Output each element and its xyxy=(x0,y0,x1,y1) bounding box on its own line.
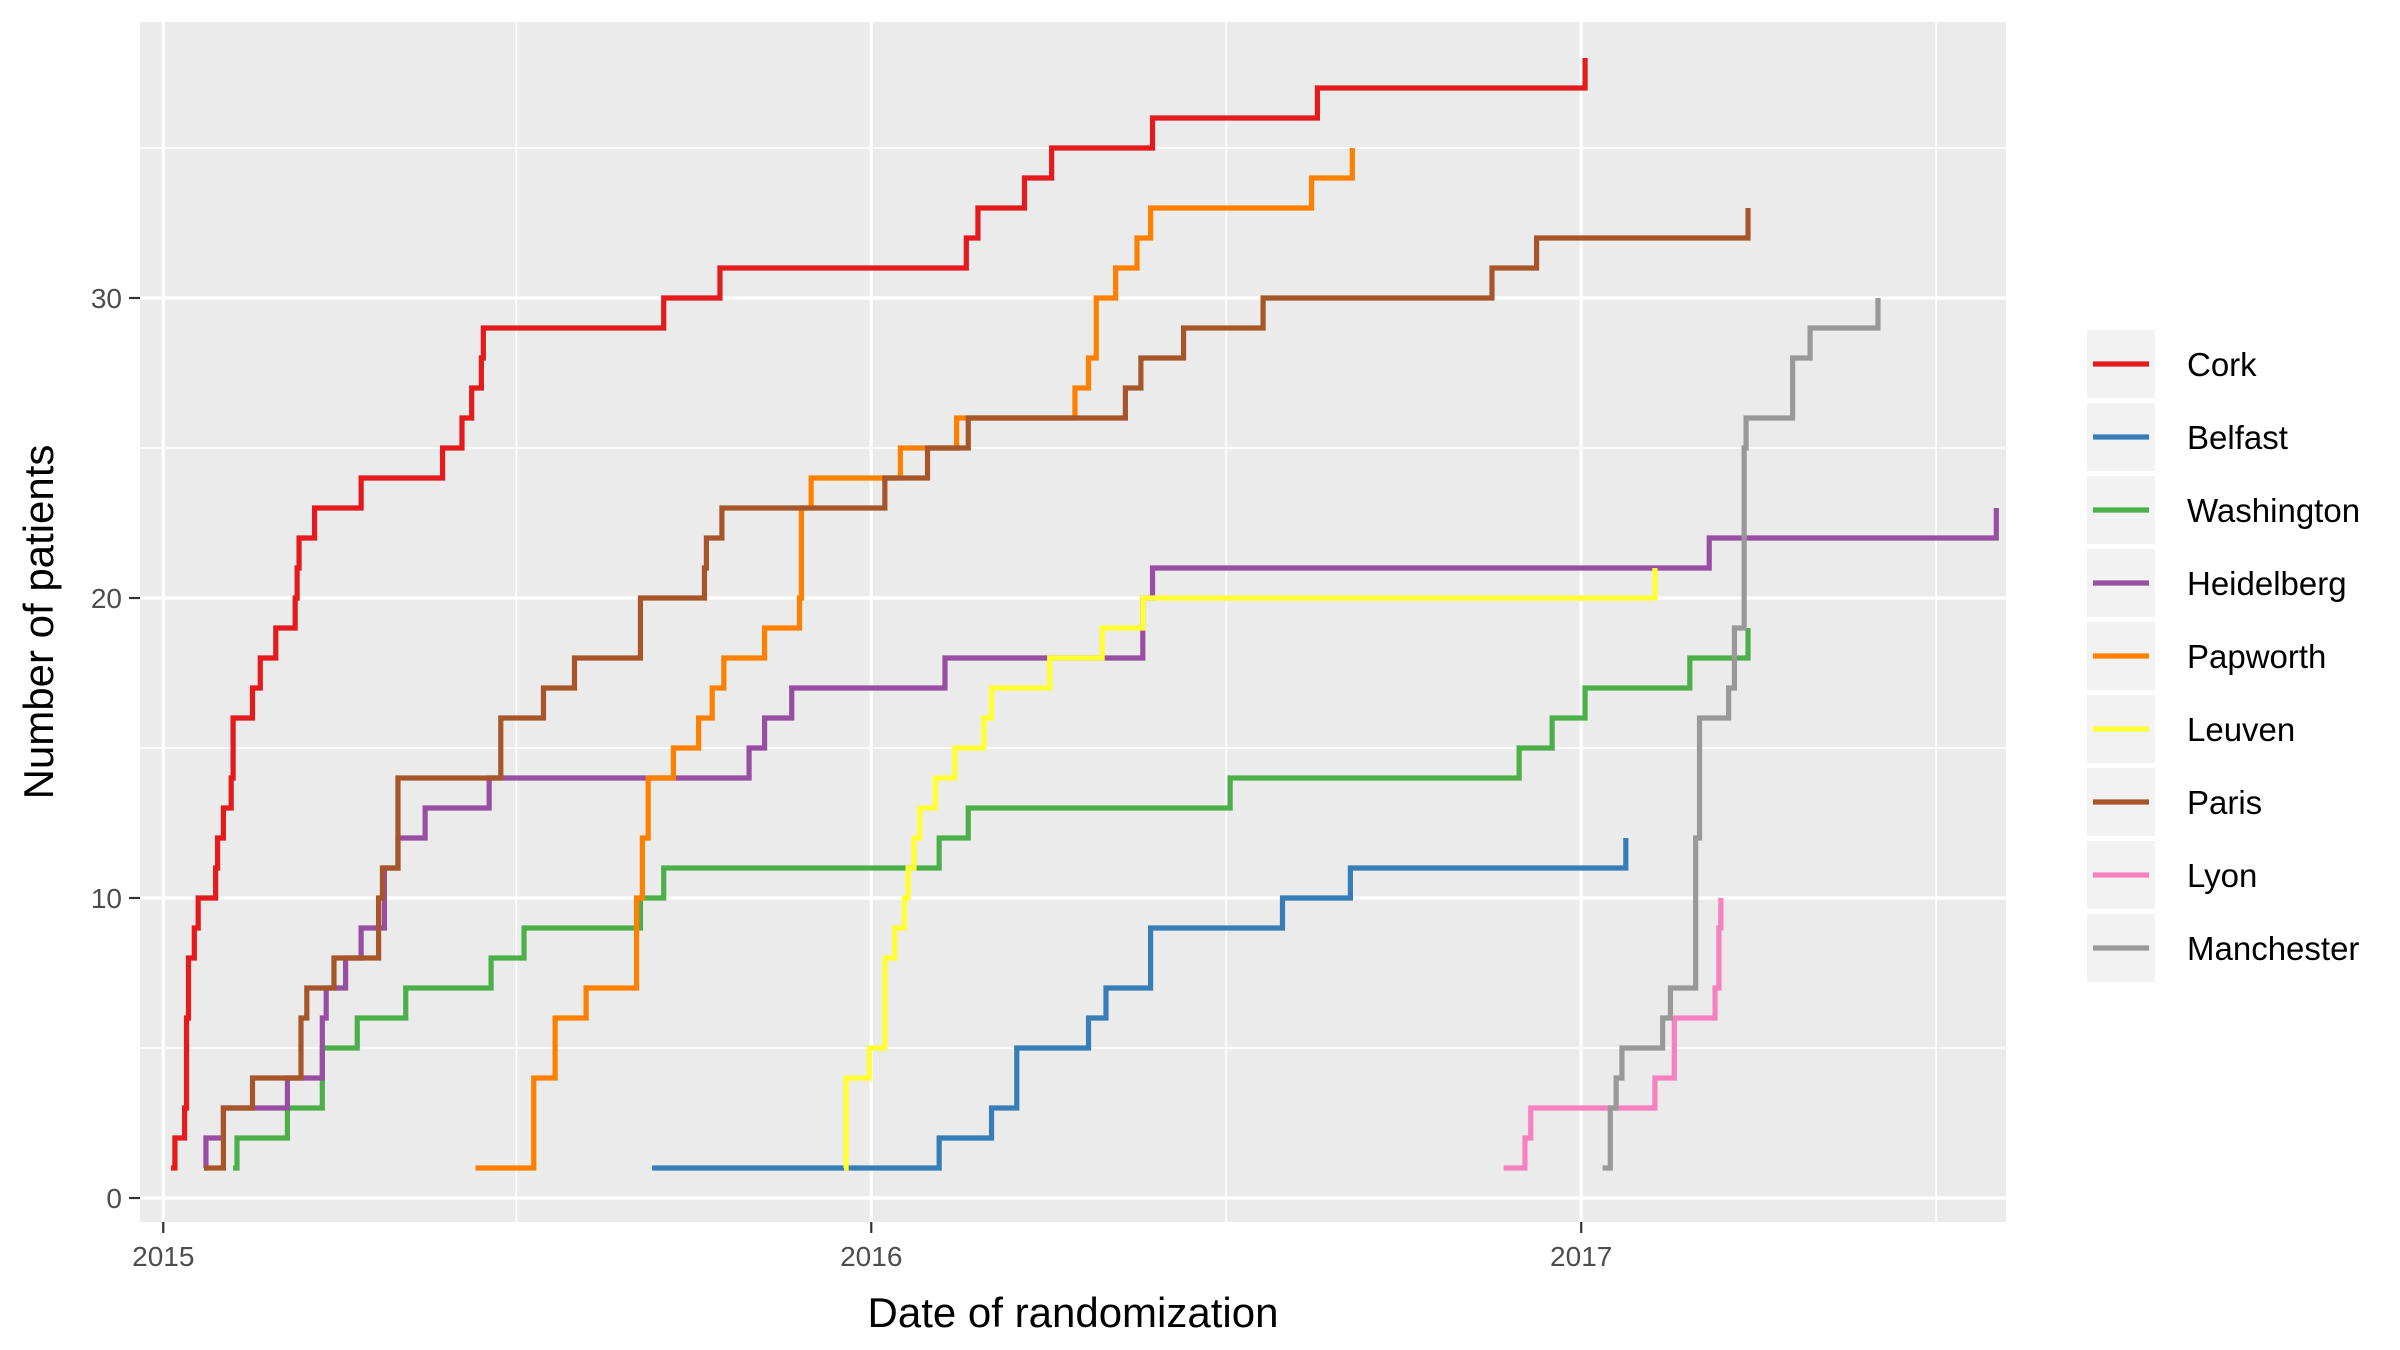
series-line-paris xyxy=(204,208,1751,1171)
x-axis-title: Date of randomization xyxy=(868,1289,1279,1336)
legend-label: Belfast xyxy=(2187,419,2288,456)
series-line-cork xyxy=(171,58,1588,1171)
legend-item-washington: Washington xyxy=(2087,476,2360,544)
y-tick-label: 30 xyxy=(91,283,122,314)
legend-item-manchester: Manchester xyxy=(2087,914,2359,982)
legend-label: Heidelberg xyxy=(2187,565,2347,602)
y-tick-label: 20 xyxy=(91,583,122,614)
y-axis-title: Number of patients xyxy=(15,445,62,800)
series-line-leuven xyxy=(843,568,1658,1171)
y-tick-label: 0 xyxy=(106,1183,122,1214)
legend-label: Manchester xyxy=(2187,930,2359,967)
legend-label: Washington xyxy=(2187,492,2360,529)
legend-item-paris: Paris xyxy=(2087,768,2262,836)
y-axis: 0 10 20 30 xyxy=(91,283,140,1214)
series-line-lyon xyxy=(1503,898,1724,1171)
x-tick-label: 2015 xyxy=(132,1241,194,1272)
legend: Cork Belfast Washington Heidelberg Papworth L… xyxy=(2087,330,2360,982)
legend-label: Paris xyxy=(2187,784,2262,821)
legend-item-heidelberg: Heidelberg xyxy=(2087,549,2347,617)
legend-label: Lyon xyxy=(2187,857,2257,894)
series-layer xyxy=(171,58,1999,1171)
y-tick-label: 10 xyxy=(91,883,122,914)
legend-item-belfast: Belfast xyxy=(2087,403,2288,471)
legend-label: Cork xyxy=(2187,346,2257,383)
legend-item-papworth: Papworth xyxy=(2087,622,2326,690)
x-tick-label: 2017 xyxy=(1550,1241,1612,1272)
grid-major xyxy=(140,22,2006,1222)
legend-label: Leuven xyxy=(2187,711,2295,748)
series-line-papworth xyxy=(475,148,1355,1171)
x-tick-label: 2016 xyxy=(840,1241,902,1272)
series-line-manchester xyxy=(1602,298,1881,1171)
legend-item-leuven: Leuven xyxy=(2087,695,2295,763)
legend-item-lyon: Lyon xyxy=(2087,841,2257,909)
plot-panel xyxy=(140,22,2006,1222)
series-line-belfast xyxy=(652,838,1629,1171)
x-axis: 2015 2016 2017 xyxy=(132,1222,1612,1272)
legend-item-cork: Cork xyxy=(2087,330,2257,398)
legend-label: Papworth xyxy=(2187,638,2326,675)
